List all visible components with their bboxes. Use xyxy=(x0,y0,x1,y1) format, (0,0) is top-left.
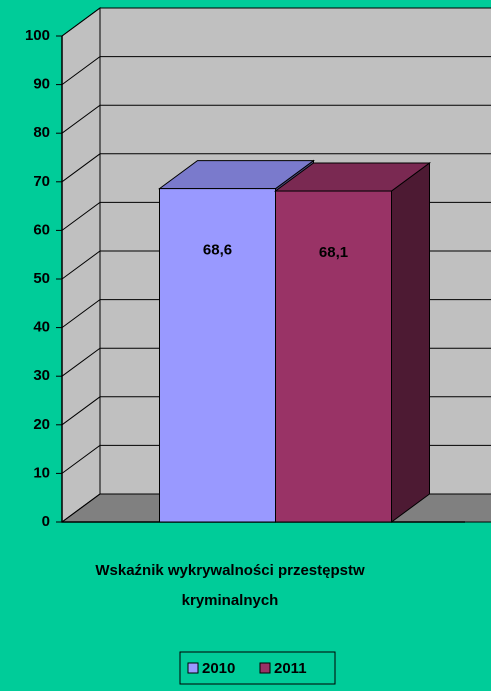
bar-side xyxy=(391,162,430,523)
bar xyxy=(159,188,276,523)
y-tick-label: 30 xyxy=(33,367,50,384)
y-tick-label: 90 xyxy=(33,76,50,93)
x-category-label: Wskaźnik wykrywalności przestępstw krymi… xyxy=(95,562,365,609)
value-label: 68,6 xyxy=(203,242,232,259)
y-tick-label: 0 xyxy=(42,513,50,530)
legend-swatch xyxy=(187,662,199,674)
bar xyxy=(275,190,392,523)
grid-line xyxy=(61,153,491,183)
y-tick-label: 40 xyxy=(33,319,50,336)
grid-line xyxy=(61,104,491,134)
legend-swatch xyxy=(259,662,271,674)
y-tick-label: 80 xyxy=(33,124,50,141)
legend-label: 2010 xyxy=(202,660,235,677)
grid-line xyxy=(61,7,491,37)
y-tick-label: 60 xyxy=(33,221,50,238)
value-label: 68,1 xyxy=(319,244,348,261)
legend-box xyxy=(179,651,336,685)
legend-label: 2011 xyxy=(274,660,307,677)
y-tick-label: 70 xyxy=(33,173,50,190)
y-tick-label: 100 xyxy=(25,27,50,44)
y-tick-label: 50 xyxy=(33,270,50,287)
y-tick-label: 20 xyxy=(33,416,50,433)
y-tick-label: 10 xyxy=(33,464,50,481)
grid-line xyxy=(61,56,491,86)
